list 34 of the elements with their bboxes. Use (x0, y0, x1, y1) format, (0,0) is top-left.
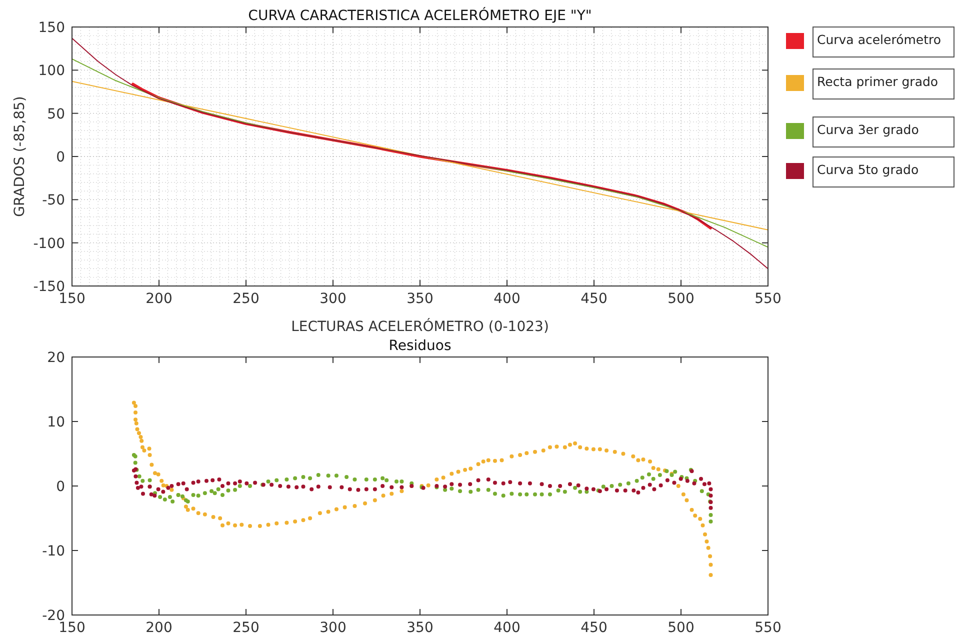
x-tick-label: 550 (754, 291, 782, 307)
x-tick-label: 250 (232, 291, 260, 307)
y-tick-label: 100 (38, 63, 65, 80)
x-tick-label: 500 (668, 291, 694, 307)
legend-label: Curva 5to grado (817, 162, 919, 177)
y-tick-label: -10 (42, 544, 65, 560)
y-axis-title: GRADOS (-85,85) (12, 96, 28, 217)
x-tick-label: 400 (494, 291, 520, 307)
x-tick-label: 200 (146, 620, 172, 636)
y-tick-label: 150 (38, 20, 65, 36)
y-tick-label: -50 (42, 192, 65, 209)
legend-label: Curva acelerómetro (817, 32, 941, 47)
y-tick-label: 50 (47, 106, 65, 122)
y-tick-label: 10 (47, 414, 65, 430)
x-tick-label: 500 (668, 620, 694, 636)
x-tick-label: 450 (580, 620, 608, 636)
legend-label: Recta primer grado (817, 74, 938, 89)
x-tick-label: 450 (580, 291, 608, 307)
x-tick-label: 300 (320, 291, 346, 307)
y-tick-label: 20 (47, 350, 65, 366)
y-tick-label: -100 (33, 236, 65, 252)
x-tick-label: 550 (754, 620, 782, 636)
x-tick-label: 350 (406, 291, 434, 307)
x-tick-label: 200 (146, 291, 172, 307)
x-tick-label: 400 (494, 620, 520, 636)
legend-label: Curva 3er grado (817, 122, 919, 137)
x-tick-label: 350 (406, 620, 434, 636)
y-tick-label: 0 (56, 150, 65, 166)
x-tick-label: 250 (232, 620, 260, 636)
y-tick-label: 0 (56, 479, 65, 495)
chart-title: CURVA CARACTERISTICA ACELERÓMETRO EJE "Y" (248, 7, 592, 24)
x-axis-title: LECTURAS ACELERÓMETRO (0-1023) (291, 318, 549, 335)
chart-title: Residuos (388, 338, 452, 354)
x-tick-label: 300 (320, 620, 346, 636)
